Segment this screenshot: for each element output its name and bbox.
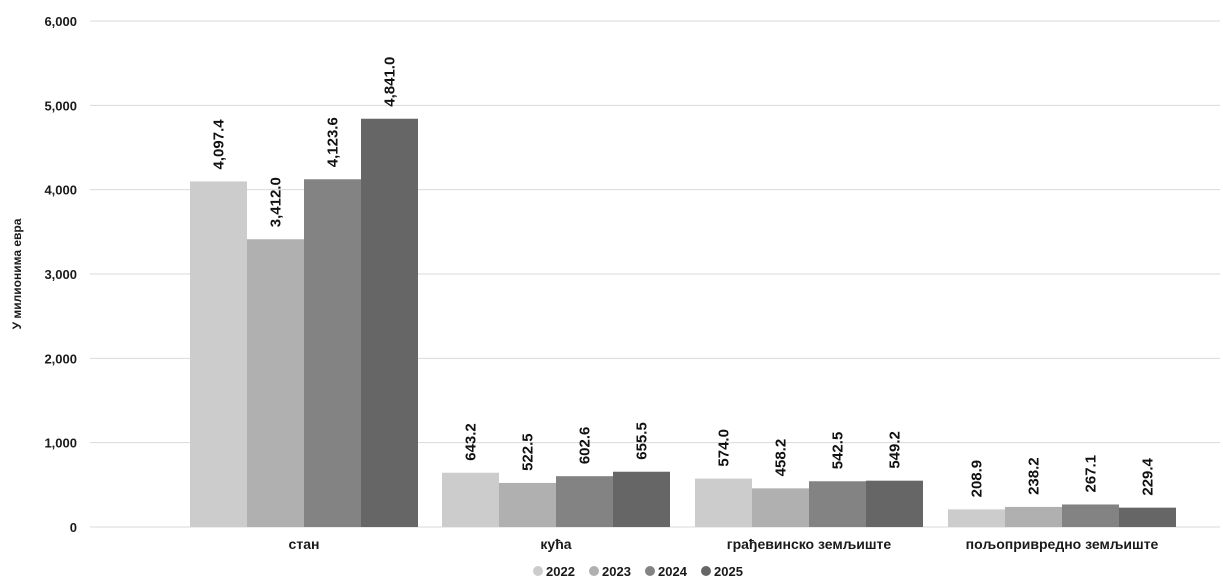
data-label: 229.4 [1140,457,1157,495]
bar-2022-2 [442,472,499,527]
legend-swatch-2022 [533,566,543,576]
bars [190,118,1176,527]
x-axis-categories: стан кућа грађевинско земљиште пољопривредн… [289,536,1159,552]
y-axis-title: У милионима евра [10,218,24,329]
legend-label: 2023 [602,564,631,579]
data-label: 655.5 [634,422,651,460]
bar-2024-4 [1062,504,1119,527]
category-label: пољопривредно земљиште [966,536,1159,552]
bar-2022-1 [190,181,247,527]
data-label: 4,841.0 [382,57,399,107]
data-label: 574.0 [716,429,733,467]
data-label: 3,412.0 [268,177,285,227]
y-tick-label: 5,000 [44,98,77,113]
bar-2023-4 [1005,506,1062,527]
legend-label: 2024 [658,564,688,579]
data-label: 238.2 [1026,457,1043,495]
data-label: 4,097.4 [211,119,228,170]
data-label: 549.2 [887,431,904,469]
data-label: 267.1 [1083,455,1100,493]
y-axis-ticks: 0 1,000 2,000 3,000 4,000 5,000 6,000 [44,14,77,535]
bar-2024-3 [809,481,866,527]
bar-2024-1 [304,179,361,527]
legend-swatch-2025 [701,566,711,576]
data-label: 542.5 [830,432,847,470]
bar-2022-3 [695,478,752,527]
data-label: 643.2 [463,423,480,461]
legend-swatch-2024 [645,566,655,576]
bar-2024-2 [556,476,613,527]
y-tick-label: 0 [70,520,77,535]
data-labels: 4,097.4 643.2 574.0 208.9 3,412.0 522.5 458.2 2… [211,57,1157,498]
y-tick-label: 4,000 [44,183,77,198]
y-tick-label: 3,000 [44,267,77,282]
category-label: грађевинско земљиште [727,536,892,552]
y-tick-label: 1,000 [44,436,77,451]
y-tick-label: 2,000 [44,351,77,366]
legend-label: 2022 [546,564,575,579]
bar-2025-4 [1119,507,1176,527]
bar-2025-3 [866,480,923,527]
data-label: 602.6 [577,427,594,465]
legend: 2022 2023 2024 2025 [533,564,743,579]
bar-2023-2 [499,482,556,527]
bar-2023-3 [752,488,809,527]
legend-label: 2025 [714,564,743,579]
data-label: 208.9 [969,460,986,498]
y-tick-label: 6,000 [44,14,77,29]
bar-2022-4 [948,509,1005,527]
data-label: 522.5 [520,433,537,471]
bar-2025-2 [613,471,670,527]
bar-2025-1 [361,118,418,527]
data-label: 4,123.6 [325,117,342,167]
data-label: 458.2 [773,439,790,477]
bar-2023-1 [247,239,304,527]
category-label: стан [289,536,320,552]
legend-swatch-2023 [589,566,599,576]
category-label: кућа [540,536,571,552]
